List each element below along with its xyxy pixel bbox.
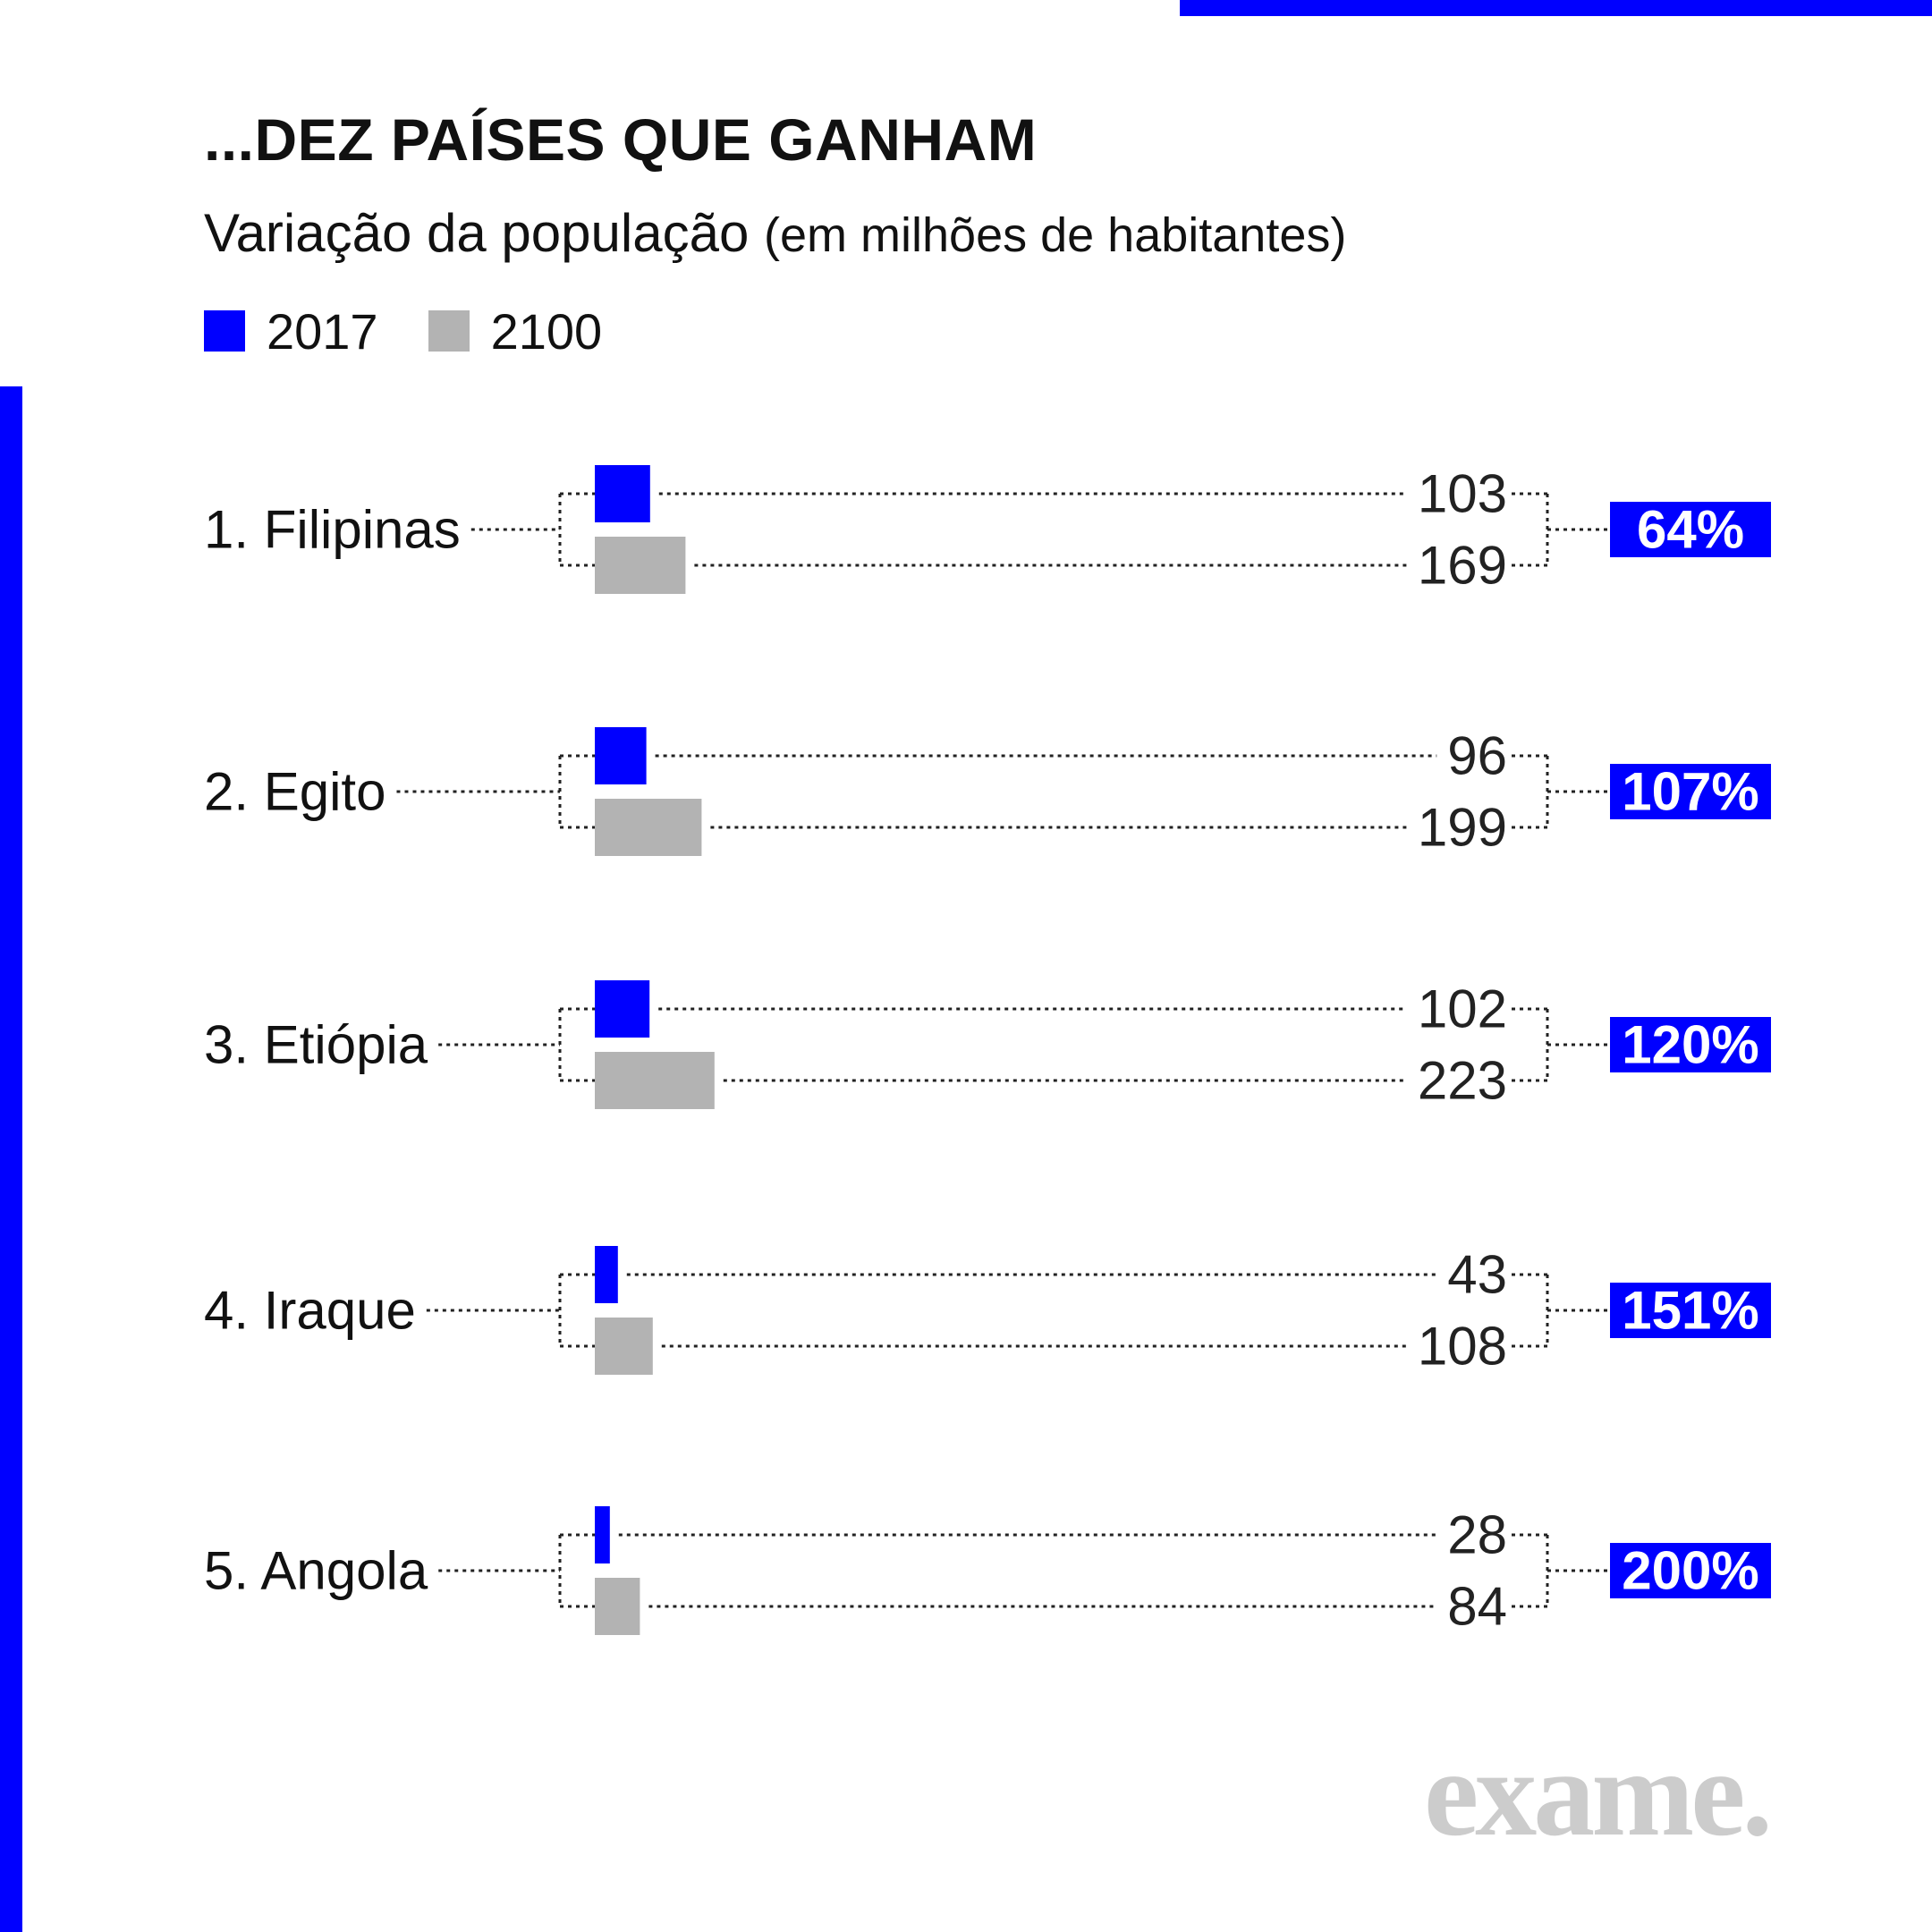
- value-label-2017: 43: [1447, 1245, 1507, 1305]
- top-accent-bar: [1180, 0, 1932, 16]
- left-accent-bar: [0, 386, 22, 1932]
- bar-2017: [595, 465, 650, 522]
- bar-2017: [595, 1246, 618, 1303]
- bar-2100: [595, 1318, 653, 1375]
- category-label: 1. Filipinas: [204, 500, 461, 560]
- change-badge: [1610, 764, 1771, 819]
- subtitle-unit: (em milhões de habitantes): [764, 208, 1347, 262]
- bar-2017: [595, 980, 650, 1038]
- bar-2100: [595, 537, 686, 594]
- change-badge: [1610, 502, 1771, 557]
- legend-label-2017: 2017: [267, 302, 378, 360]
- change-badge: [1610, 1543, 1771, 1598]
- exame-logo: exame.: [1424, 1724, 1773, 1861]
- value-label-2100: 199: [1418, 798, 1507, 858]
- legend-swatch-2017: [204, 310, 245, 352]
- bar-2100: [595, 799, 702, 856]
- category-label: 4. Iraque: [204, 1281, 416, 1341]
- value-label-2017: 102: [1418, 979, 1507, 1039]
- change-label: 120%: [1622, 1015, 1758, 1075]
- subtitle-main: Variação da população: [204, 203, 750, 263]
- change-label: 107%: [1622, 762, 1758, 822]
- value-label-2100: 223: [1418, 1051, 1507, 1111]
- change-badge: [1610, 1017, 1771, 1072]
- change-label: 64%: [1637, 500, 1744, 560]
- legend-label-2100: 2100: [490, 302, 603, 360]
- bar-2017: [595, 1506, 610, 1563]
- change-badge: [1610, 1283, 1771, 1338]
- bar-2100: [595, 1052, 715, 1109]
- value-label-2017: 28: [1447, 1505, 1507, 1565]
- change-label: 200%: [1622, 1541, 1758, 1601]
- legend-item-2017: 2017: [204, 302, 378, 360]
- legend: 2017 2100: [204, 303, 652, 360]
- chart-title: ...DEZ PAÍSES QUE GANHAM: [204, 106, 1038, 173]
- legend-item-2100: 2100: [428, 302, 603, 360]
- value-label-2017: 96: [1447, 726, 1507, 786]
- value-label-2100: 108: [1418, 1317, 1507, 1377]
- category-label: 2. Egito: [204, 762, 386, 822]
- bar-2100: [595, 1578, 640, 1635]
- bar-2017: [595, 727, 647, 784]
- legend-swatch-2100: [428, 310, 470, 352]
- category-label: 5. Angola: [204, 1541, 428, 1601]
- chart-subtitle: Variação da população (em milhões de hab…: [204, 202, 1346, 264]
- value-label-2100: 84: [1447, 1577, 1507, 1637]
- value-label-2017: 103: [1418, 464, 1507, 524]
- value-label-2100: 169: [1418, 536, 1507, 596]
- category-label: 3. Etiópia: [204, 1015, 428, 1075]
- change-label: 151%: [1622, 1281, 1758, 1341]
- bar-chart: 1. Filipinas 103 169 64% 2. Egito 96 199 107% 3.…: [204, 464, 1771, 1637]
